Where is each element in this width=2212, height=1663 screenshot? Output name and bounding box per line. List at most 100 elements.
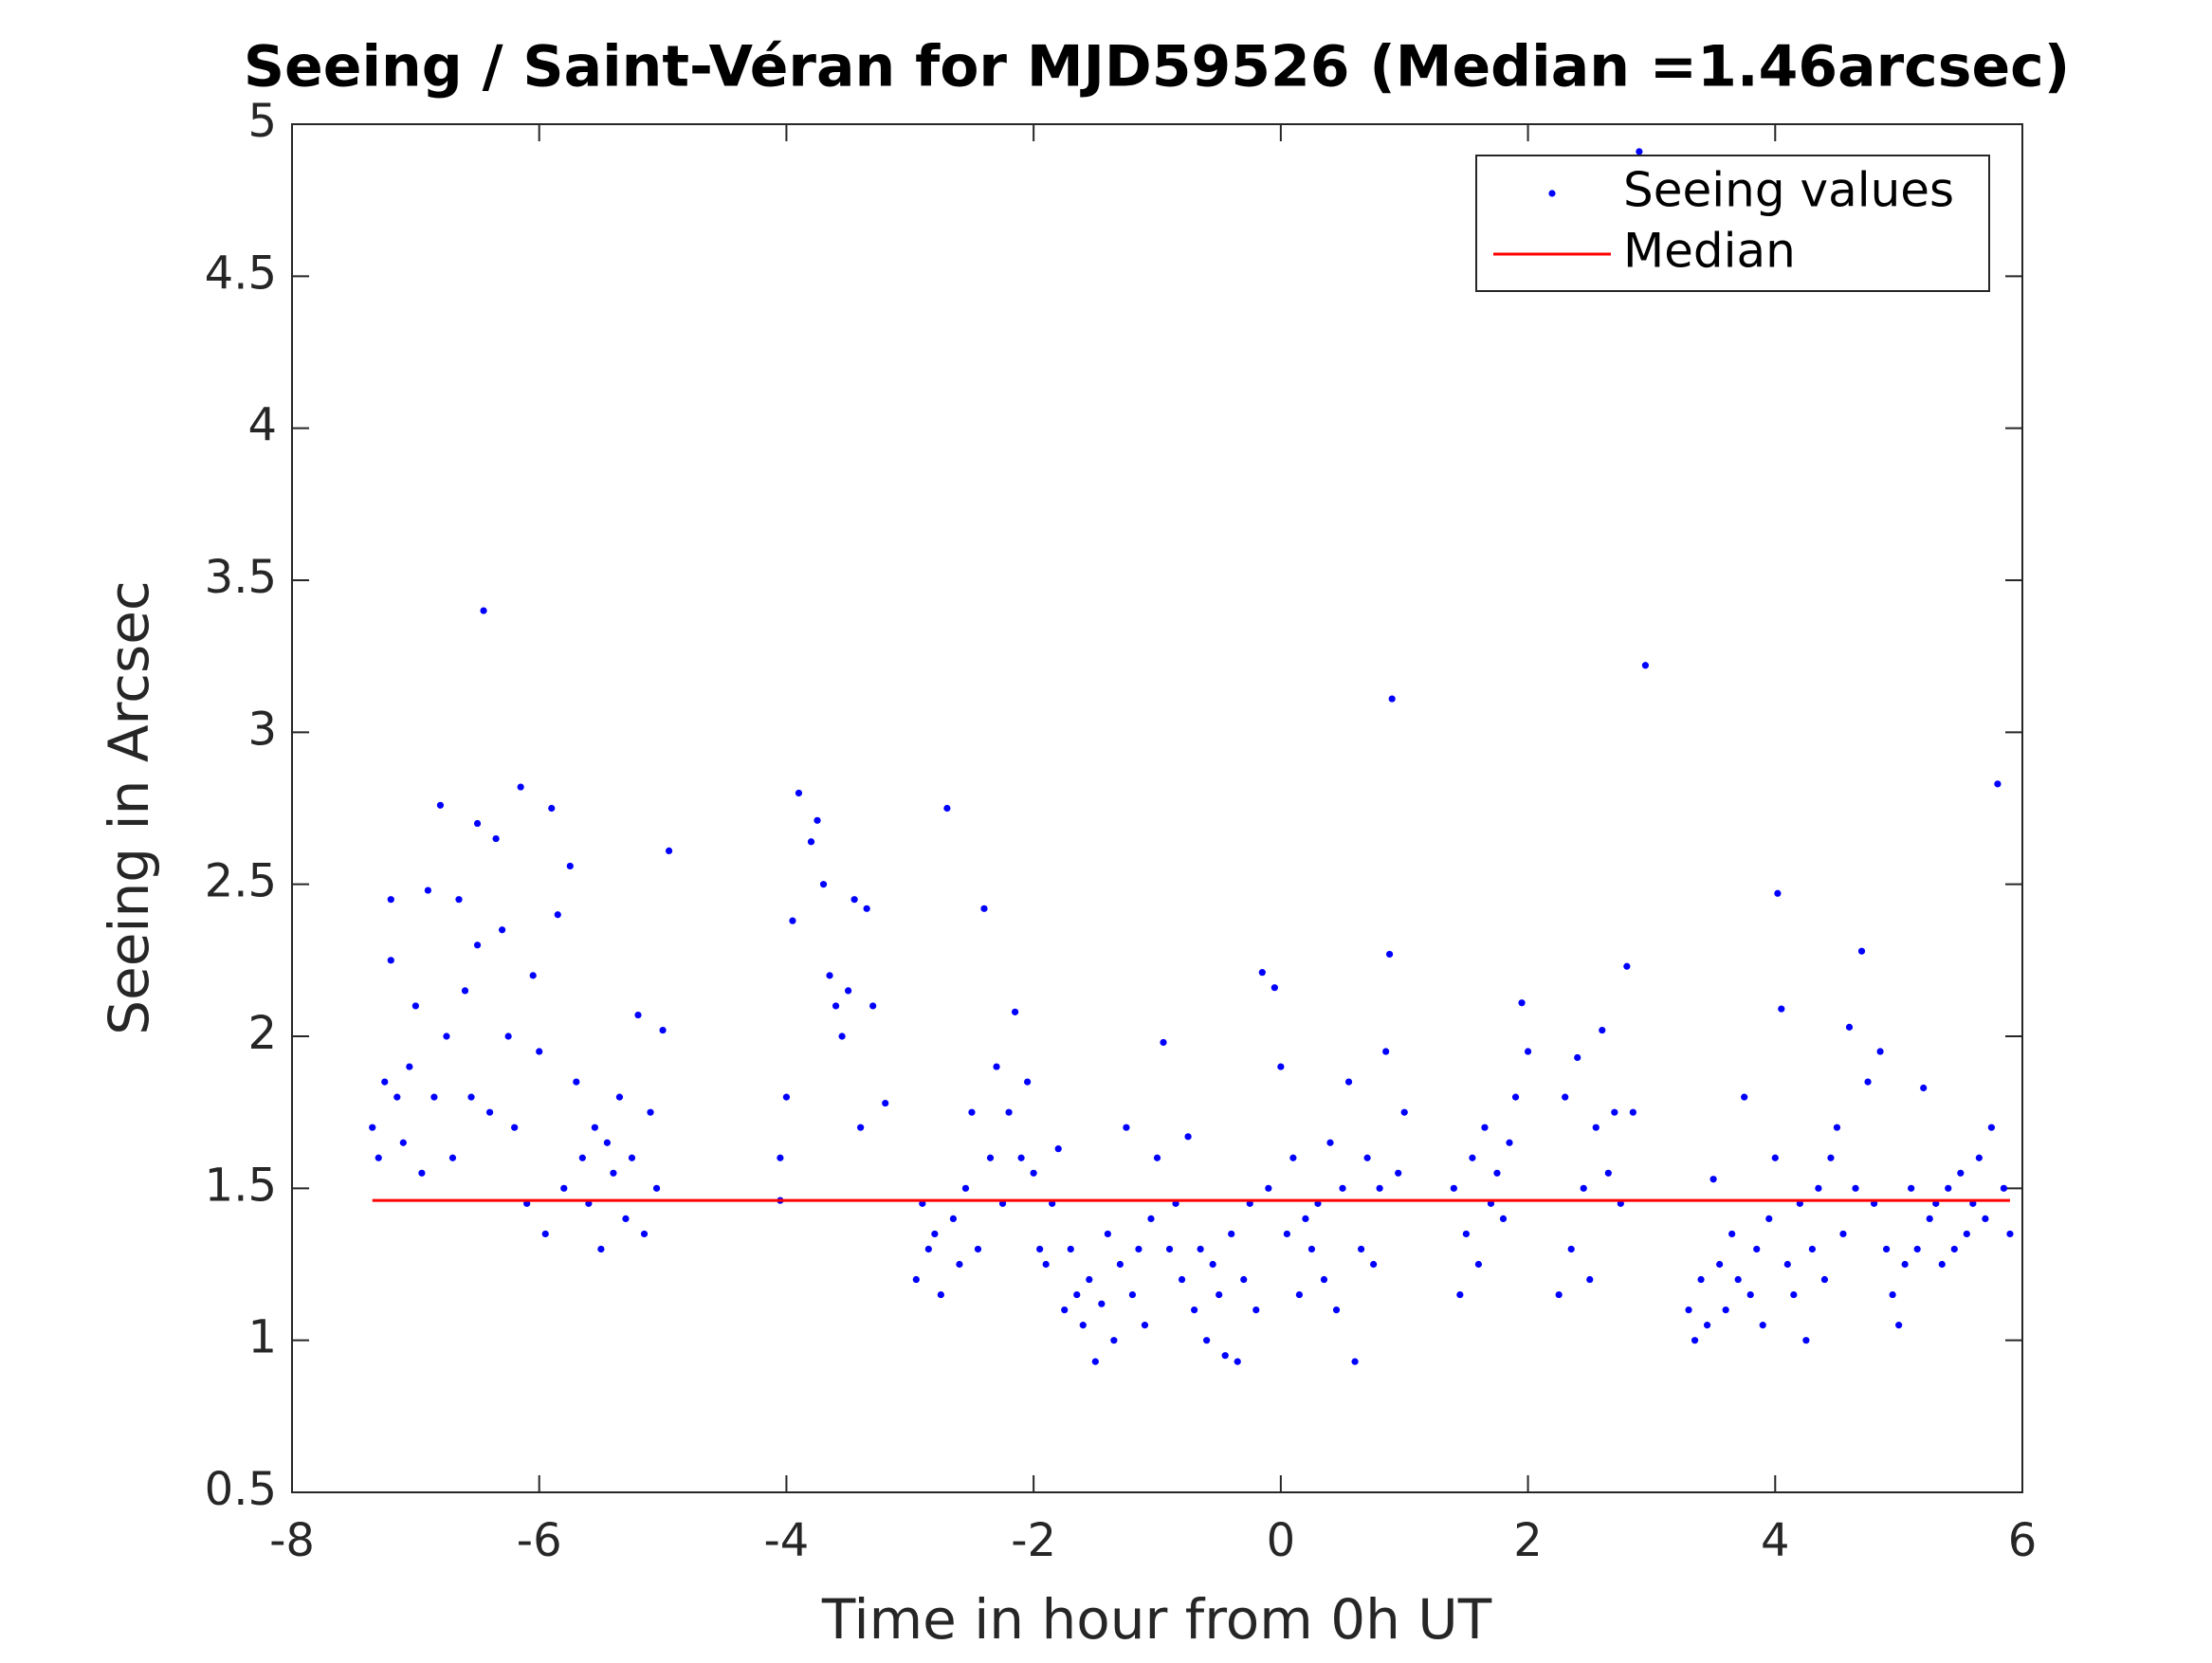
- data-point: [375, 1154, 382, 1161]
- x-axis-label: Time in hour from 0h UT: [821, 1587, 1492, 1652]
- data-point: [1857, 947, 1866, 955]
- data-point: [610, 1169, 617, 1177]
- data-point: [1104, 1230, 1111, 1238]
- data-point: [1462, 1230, 1470, 1238]
- data-point: [615, 1093, 624, 1101]
- data-point: [652, 1184, 661, 1192]
- data-point: [1042, 1260, 1050, 1269]
- data-point: [1209, 1260, 1216, 1269]
- data-point: [924, 1245, 932, 1253]
- data-point: [560, 1184, 568, 1192]
- y-tick-label: 3.5: [205, 551, 277, 604]
- data-point: [1697, 1275, 1705, 1284]
- data-point: [1456, 1290, 1464, 1299]
- data-point: [1883, 1245, 1891, 1253]
- data-point: [1165, 1245, 1174, 1253]
- data-point: [1987, 1124, 1996, 1131]
- data-point: [622, 1215, 630, 1222]
- data-point: [467, 1093, 475, 1101]
- data-point: [1326, 1139, 1334, 1146]
- data-point: [1759, 1322, 1766, 1329]
- y-tick-label: 0.5: [205, 1463, 277, 1516]
- data-point: [411, 1002, 419, 1010]
- data-point: [554, 911, 561, 919]
- data-point: [424, 886, 431, 894]
- x-tick-label: -6: [517, 1514, 562, 1567]
- data-point: [1191, 1307, 1198, 1314]
- data-point: [1783, 1260, 1791, 1269]
- data-point: [566, 862, 574, 870]
- data-point: [1599, 1026, 1606, 1034]
- chart-title: Seeing / Saint-Véran for MJD59526 (Media…: [244, 34, 2070, 101]
- data-point: [814, 816, 821, 824]
- data-point: [1586, 1275, 1594, 1284]
- data-point: [795, 789, 803, 797]
- data-point: [1845, 1023, 1854, 1031]
- data-point: [573, 1078, 580, 1086]
- data-point: [1234, 1358, 1241, 1365]
- data-point: [1385, 950, 1394, 959]
- data-point: [819, 881, 828, 888]
- x-tick-label: 2: [1513, 1514, 1543, 1567]
- data-point: [1370, 1260, 1378, 1269]
- data-point: [857, 1124, 865, 1131]
- data-point: [1994, 780, 2002, 788]
- data-point: [1073, 1290, 1081, 1299]
- data-point: [485, 1108, 494, 1116]
- data-point: [1945, 1184, 1952, 1192]
- data-point: [782, 1093, 791, 1101]
- data-point: [1376, 1184, 1383, 1192]
- data-point: [1339, 1184, 1346, 1192]
- data-point: [980, 905, 988, 912]
- legend-label: Median: [1623, 224, 1796, 279]
- x-tick-label: 4: [1761, 1514, 1790, 1567]
- data-point: [863, 905, 870, 912]
- data-point: [541, 1230, 549, 1238]
- data-point: [2006, 1230, 2014, 1238]
- data-point: [912, 1275, 920, 1284]
- legend-box: [1475, 155, 1990, 292]
- data-point: [504, 1033, 512, 1040]
- data-point: [1178, 1275, 1186, 1284]
- data-point: [1388, 695, 1396, 703]
- data-point: [1005, 1108, 1013, 1116]
- data-point: [393, 1093, 401, 1101]
- data-point: [1574, 1053, 1581, 1062]
- data-point: [1728, 1230, 1736, 1238]
- data-point: [993, 1063, 1000, 1070]
- data-point: [1116, 1260, 1124, 1269]
- data-point: [1147, 1215, 1155, 1222]
- data-point: [1011, 1008, 1019, 1015]
- data-point: [1963, 1230, 1970, 1238]
- data-point: [1741, 1093, 1748, 1101]
- data-point: [949, 1215, 958, 1222]
- data-point: [838, 1033, 846, 1040]
- data-point: [1716, 1260, 1724, 1269]
- data-point: [1592, 1124, 1600, 1131]
- data-point: [968, 1108, 976, 1116]
- data-point: [1302, 1215, 1309, 1222]
- data-point: [1982, 1215, 1989, 1222]
- data-point: [1054, 1145, 1062, 1153]
- data-point: [1827, 1154, 1835, 1161]
- data-point: [1511, 1093, 1520, 1101]
- data-point: [1950, 1245, 1958, 1253]
- data-point: [1061, 1307, 1069, 1314]
- data-point: [1913, 1245, 1921, 1253]
- data-point: [943, 804, 951, 813]
- data-point: [882, 1099, 889, 1107]
- data-point: [1469, 1154, 1476, 1161]
- data-point: [1067, 1245, 1074, 1253]
- y-tick-label: 1: [247, 1311, 277, 1364]
- data-point: [517, 783, 524, 791]
- data-point: [1506, 1139, 1513, 1146]
- data-point: [1920, 1084, 1928, 1092]
- data-point: [461, 987, 469, 995]
- x-tick-label: -4: [763, 1514, 809, 1567]
- data-point: [850, 896, 858, 904]
- data-point: [807, 838, 815, 846]
- data-point: [1221, 1352, 1229, 1360]
- data-point: [1128, 1290, 1137, 1299]
- data-point: [603, 1139, 612, 1146]
